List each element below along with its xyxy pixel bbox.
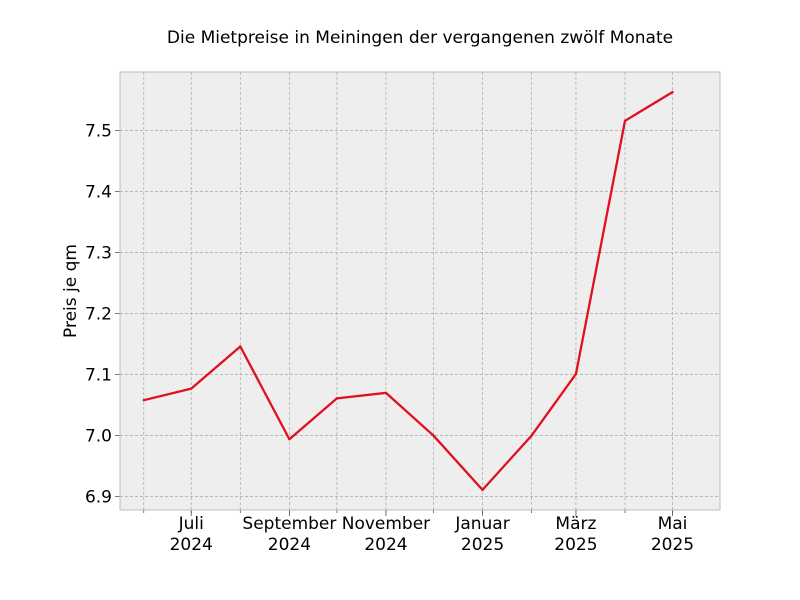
x-tick-label: 2025 bbox=[554, 535, 597, 555]
x-tick-label: Juli bbox=[178, 514, 204, 534]
data-point bbox=[239, 345, 242, 348]
x-tick-label: 2025 bbox=[651, 535, 694, 555]
y-tick-label: 7.2 bbox=[85, 305, 112, 325]
y-tick-labels: 6.9 7.0 7.1 7.2 7.3 7.4 7.5 bbox=[85, 122, 112, 508]
chart-title: Die Mietpreise in Meiningen der vergange… bbox=[167, 28, 673, 48]
y-axis-label: Preis je qm bbox=[61, 244, 81, 338]
data-point bbox=[481, 488, 484, 492]
data-point bbox=[530, 434, 533, 437]
x-tick-label: November bbox=[342, 514, 430, 534]
y-tick-label: 7.1 bbox=[85, 366, 112, 386]
data-point bbox=[432, 434, 435, 437]
x-tick-label: September bbox=[242, 514, 336, 534]
plot-area bbox=[120, 72, 720, 510]
data-point bbox=[623, 119, 627, 123]
data-point bbox=[671, 90, 674, 94]
axis-ticks bbox=[115, 130, 673, 516]
x-tick-label: Mai bbox=[658, 514, 688, 534]
data-point bbox=[142, 398, 145, 402]
y-tick-label: 7.4 bbox=[85, 183, 112, 203]
series-line bbox=[143, 91, 674, 492]
plot-frame bbox=[119, 71, 721, 511]
data-point bbox=[288, 438, 291, 441]
y-tick-label: 7.0 bbox=[85, 427, 112, 447]
x-tick-label: 2024 bbox=[170, 535, 213, 555]
x-tick-label: 2024 bbox=[268, 535, 311, 555]
series-group bbox=[142, 90, 674, 492]
y-tick-label: 7.5 bbox=[85, 122, 112, 142]
data-point bbox=[190, 387, 193, 390]
x-tick-labels: Juli2024September2024November2024Januar2… bbox=[170, 514, 695, 555]
x-tick-label: 2025 bbox=[461, 535, 504, 555]
x-tick-label: 2024 bbox=[364, 535, 407, 555]
y-tick-label: 7.3 bbox=[85, 244, 112, 264]
data-point bbox=[384, 391, 388, 395]
y-tick-label: 6.9 bbox=[85, 488, 112, 508]
data-point bbox=[574, 372, 578, 376]
x-tick-label: März bbox=[555, 514, 596, 534]
data-point bbox=[335, 397, 339, 400]
x-tick-label: Januar bbox=[454, 514, 509, 534]
